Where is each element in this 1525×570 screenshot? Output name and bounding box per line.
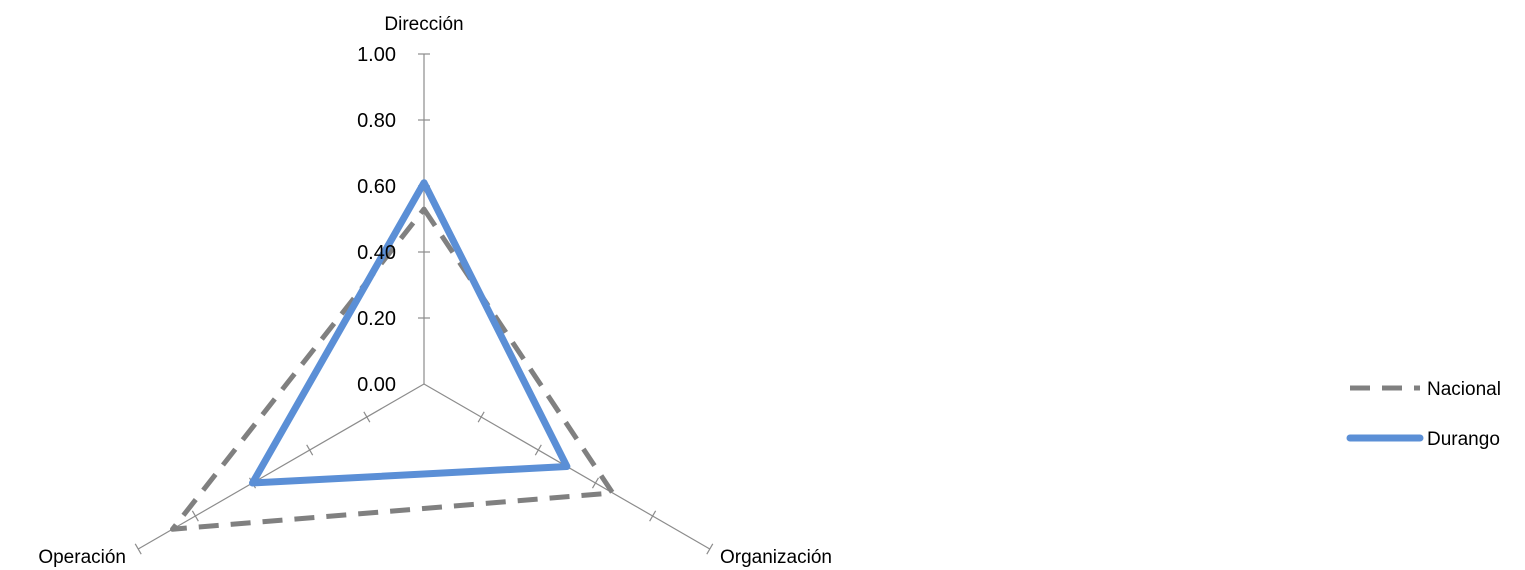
tick-mark [649,510,657,522]
tick-mark [306,444,314,456]
r-tick-label: 0.20 [357,308,396,330]
axis-line-operacion [137,383,425,550]
series-line-durango [249,179,571,487]
axis-label-operacion: Operación [38,547,126,568]
r-tick-label: 0.60 [357,176,396,198]
tick-mark [534,444,542,456]
r-tick-label: 1.00 [357,44,396,66]
series-line-nacional [170,206,616,532]
axis-label-organizacion: Organización [720,547,832,568]
tick-mark [363,411,371,423]
tick-mark [191,510,199,522]
tick-mark [477,411,485,423]
legend-label-nacional: Nacional [1427,379,1501,400]
r-tick-label: 0.80 [357,110,396,132]
legend: Nacional Durango [1346,379,1501,450]
tick-mark [706,543,714,555]
radar-series [170,179,616,532]
axis-label-direccion: Dirección [384,14,463,35]
radar-labels: 1.00 0.80 0.60 0.40 0.20 0.00 Dirección Organiz… [38,14,832,568]
tick-mark [134,543,142,555]
legend-label-durango: Durango [1427,429,1500,450]
r-tick-label: 0.40 [357,242,396,264]
r-tick-label: 0.00 [357,374,396,396]
tick-mark [591,477,599,489]
